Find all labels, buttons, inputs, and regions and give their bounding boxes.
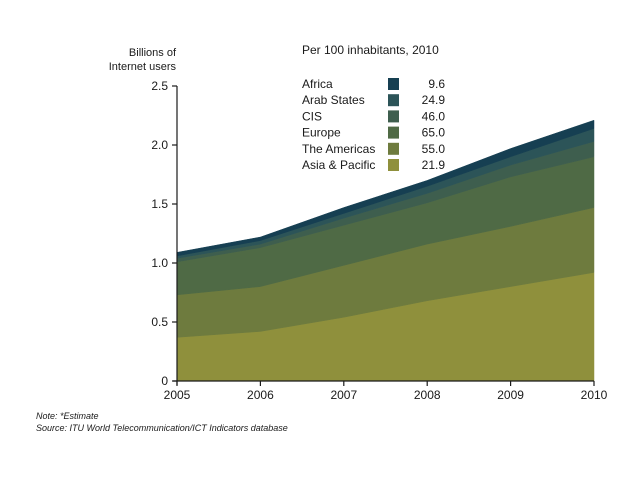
legend-value: 9.6: [428, 77, 445, 91]
y-tick-label: 0: [161, 374, 168, 388]
legend-item-cis: CIS 46.0: [302, 109, 445, 123]
source-text: Source: ITU World Telecommunication/ICT …: [36, 423, 288, 433]
legend-swatch: [388, 78, 399, 90]
legend-label: CIS: [302, 109, 322, 123]
x-ticks: 2005 2006 2007 2008 2009 2010: [164, 381, 608, 402]
x-tick-label: 2007: [330, 388, 357, 402]
legend-label: Arab States: [302, 93, 365, 107]
legend-item-the-americas: The Americas 55.0: [302, 142, 445, 156]
legend-swatch: [388, 159, 399, 171]
areas-layer: [176, 119, 595, 382]
x-tick-label: 2006: [247, 388, 274, 402]
legend-value: 55.0: [422, 142, 446, 156]
legend-items: Africa 9.6 Arab States 24.9 CIS 46.0 Europe 65.…: [302, 77, 445, 172]
y-axis-title: Billions of Internet users: [109, 47, 177, 73]
legend: Per 100 inhabitants, 2010 Africa 9.6 Arab …: [302, 43, 445, 172]
x-tick-label: 2010: [581, 388, 608, 402]
y-ticks: 0 0.5 1.0 1.5 2.0 2.5: [151, 79, 177, 388]
legend-item-arab-states: Arab States 24.9: [302, 93, 445, 107]
legend-value: 46.0: [422, 109, 446, 123]
y-tick-label: 1.5: [151, 197, 168, 211]
legend-label: Asia & Pacific: [302, 158, 375, 172]
legend-value: 65.0: [422, 126, 446, 140]
x-tick-label: 2005: [164, 388, 191, 402]
legend-item-africa: Africa 9.6: [302, 77, 445, 91]
legend-value: 24.9: [422, 93, 446, 107]
legend-swatch: [388, 94, 399, 107]
y-tick-label: 1.0: [151, 256, 168, 270]
x-tick-label: 2008: [414, 388, 441, 402]
legend-swatch: [388, 142, 399, 155]
legend-label: The Americas: [302, 142, 375, 156]
x-tick-label: 2009: [497, 388, 524, 402]
legend-label: Europe: [302, 126, 341, 140]
y-tick-label: 2.0: [151, 138, 168, 152]
y-tick-label: 0.5: [151, 315, 168, 329]
y-axis-title-line-2: Internet users: [109, 61, 177, 73]
legend-item-europe: Europe 65.0: [302, 126, 445, 140]
axes-layer: 0 0.5 1.0 1.5 2.0 2.5 2005 2006 2007 2008 2009 201…: [151, 79, 607, 402]
legend-title: Per 100 inhabitants, 2010: [302, 43, 439, 57]
legend-value: 21.9: [422, 158, 446, 172]
legend-swatch: [388, 126, 399, 139]
y-tick-label: 2.5: [151, 79, 168, 93]
legend-label: Africa: [302, 77, 333, 91]
y-axis-title-line-1: Billions of: [129, 47, 177, 59]
area-africa: [176, 119, 595, 257]
legend-item-asia-pacific: Asia & Pacific 21.9: [302, 158, 445, 172]
legend-swatch: [388, 110, 399, 123]
note-text: Note: *Estimate: [36, 411, 99, 421]
